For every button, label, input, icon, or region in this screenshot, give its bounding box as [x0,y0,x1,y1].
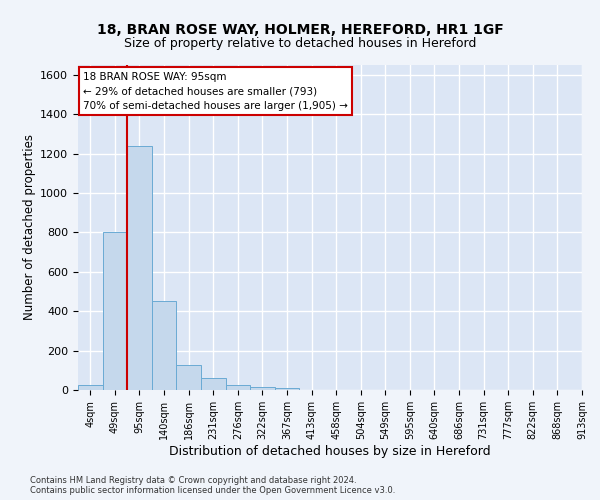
Bar [152,302,176,390]
Text: 18, BRAN ROSE WAY, HOLMER, HEREFORD, HR1 1GF: 18, BRAN ROSE WAY, HOLMER, HEREFORD, HR1… [97,22,503,36]
Bar [78,385,103,390]
Bar [226,385,250,390]
Text: 18 BRAN ROSE WAY: 95sqm
← 29% of detached houses are smaller (793)
70% of semi-d: 18 BRAN ROSE WAY: 95sqm ← 29% of detache… [83,72,348,111]
Bar [201,378,226,390]
Text: Contains HM Land Registry data © Crown copyright and database right 2024.
Contai: Contains HM Land Registry data © Crown c… [30,476,395,495]
Bar [103,232,127,390]
Bar [176,366,201,390]
Y-axis label: Number of detached properties: Number of detached properties [23,134,36,320]
X-axis label: Distribution of detached houses by size in Hereford: Distribution of detached houses by size … [169,445,491,458]
Bar [275,388,299,390]
Bar [127,146,152,390]
Bar [250,387,275,390]
Text: Size of property relative to detached houses in Hereford: Size of property relative to detached ho… [124,38,476,51]
